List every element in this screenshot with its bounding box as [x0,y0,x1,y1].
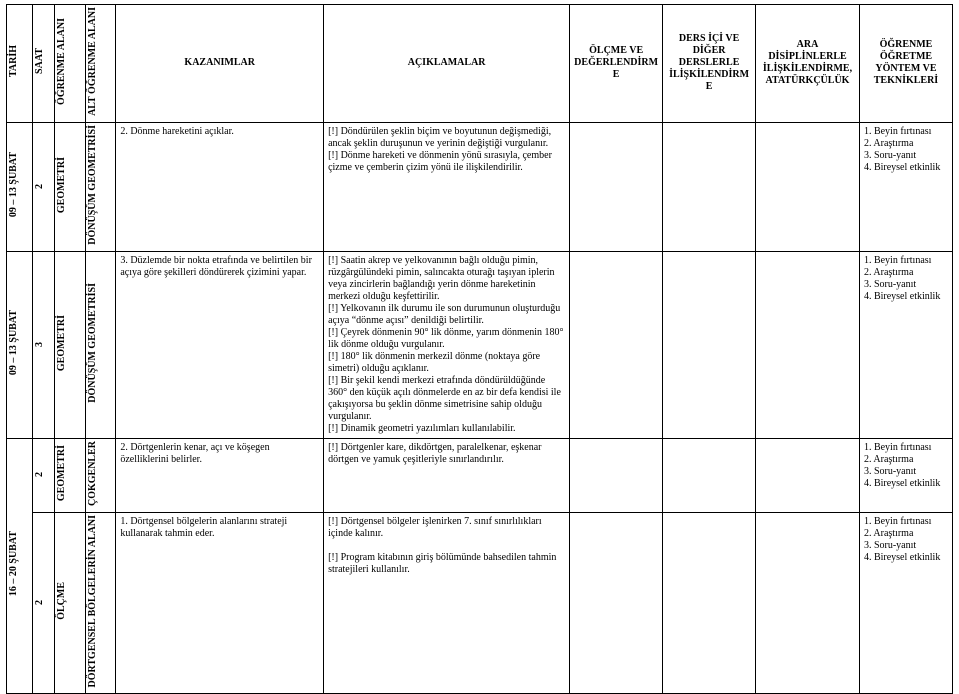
cell-ogrenme: GEOMETRİ [55,251,86,438]
cell-aciklama: [!] Dörtgenler kare, dikdörtgen, paralel… [324,438,570,512]
table-row: 2 ÖLÇME DÖRTGENSEL BÖLGELERİN ALANI 1. D… [7,512,953,693]
table-row: 16 – 20 ŞUBAT 2 GEOMETRİ ÇOKGENLER 2. Dö… [7,438,953,512]
header-saat: SAAT [33,5,55,123]
cell-tarih: 09 – 13 ŞUBAT [7,122,33,251]
cell-ara [756,438,860,512]
cell-tarih: 16 – 20 ŞUBAT [7,438,33,694]
table-row: 09 – 13 ŞUBAT 3 GEOMETRİ DÖNÜŞÜM GEOMETR… [7,251,953,438]
cell-alt: DÖNÜŞÜM GEOMETRİSİ [85,251,116,438]
cell-ara [756,251,860,438]
cell-olcme [570,512,663,693]
cell-kazanim: 1. Dörtgensel bölgelerin alanlarını stra… [116,512,324,693]
cell-alt: DÖRTGENSEL BÖLGELERİN ALANI [85,512,116,693]
header-olcme: ÖLÇME VE DEĞERLENDİRME [570,5,663,123]
cell-tarih: 09 – 13 ŞUBAT [7,251,33,438]
cell-saat: 2 [33,122,55,251]
header-alt: ALT ÖĞRENME ALANI [85,5,116,123]
cell-yontem: 1. Beyin fırtınası2. Araştırma3. Soru-ya… [859,122,952,251]
cell-kazanim: 2. Dörtgenlerin kenar, açı ve köşegen öz… [116,438,324,512]
cell-yontem: 1. Beyin fırtınası2. Araştırma3. Soru-ya… [859,438,952,512]
cell-ogrenme: ÖLÇME [55,512,86,693]
cell-alt: DÖNÜŞÜM GEOMETRİSİ [85,122,116,251]
cell-ogrenme: GEOMETRİ [55,122,86,251]
cell-ders [663,251,756,438]
header-tarih: TARİH [7,5,33,123]
header-aciklamalar: AÇIKLAMALAR [324,5,570,123]
cell-yontem: 1. Beyin fırtınası2. Araştırma3. Soru-ya… [859,512,952,693]
cell-ara [756,122,860,251]
cell-saat: 3 [33,251,55,438]
cell-aciklama: [!] Dörtgensel bölgeler işlenirken 7. sı… [324,512,570,693]
cell-kazanim: 3. Düzlemde bir nokta etrafında ve belir… [116,251,324,438]
cell-yontem: 1. Beyin fırtınası2. Araştırma3. Soru-ya… [859,251,952,438]
cell-aciklama: [!] Döndürülen şeklin biçim ve boyutunun… [324,122,570,251]
cell-olcme [570,438,663,512]
cell-ogrenme: GEOMETRİ [55,438,86,512]
header-ders: DERS İÇİ VE DİĞER DERSLERLE İLİŞKİLENDİR… [663,5,756,123]
header-kazanimlar: KAZANIMLAR [116,5,324,123]
table-row: 09 – 13 ŞUBAT 2 GEOMETRİ DÖNÜŞÜM GEOMETR… [7,122,953,251]
header-ara: ARA DİSİPLİNLERLE İLİŞKİLENDİRME, ATATÜR… [756,5,860,123]
header-ogrenme: ÖĞRENME ALANI [55,5,86,123]
cell-ders [663,512,756,693]
cell-olcme [570,122,663,251]
cell-saat: 2 [33,438,55,512]
cell-ara [756,512,860,693]
cell-ders [663,122,756,251]
header-yontem: ÖĞRENME ÖĞRETME YÖNTEM VE TEKNİKLERİ [859,5,952,123]
cell-ders [663,438,756,512]
cell-kazanim: 2. Dönme hareketini açıklar. [116,122,324,251]
cell-alt: ÇOKGENLER [85,438,116,512]
header-row: TARİH SAAT ÖĞRENME ALANI ALT ÖĞRENME ALA… [7,5,953,123]
cell-olcme [570,251,663,438]
cell-aciklama: [!] Saatin akrep ve yelkovanının bağlı o… [324,251,570,438]
curriculum-table: TARİH SAAT ÖĞRENME ALANI ALT ÖĞRENME ALA… [6,4,953,694]
cell-saat: 2 [33,512,55,693]
